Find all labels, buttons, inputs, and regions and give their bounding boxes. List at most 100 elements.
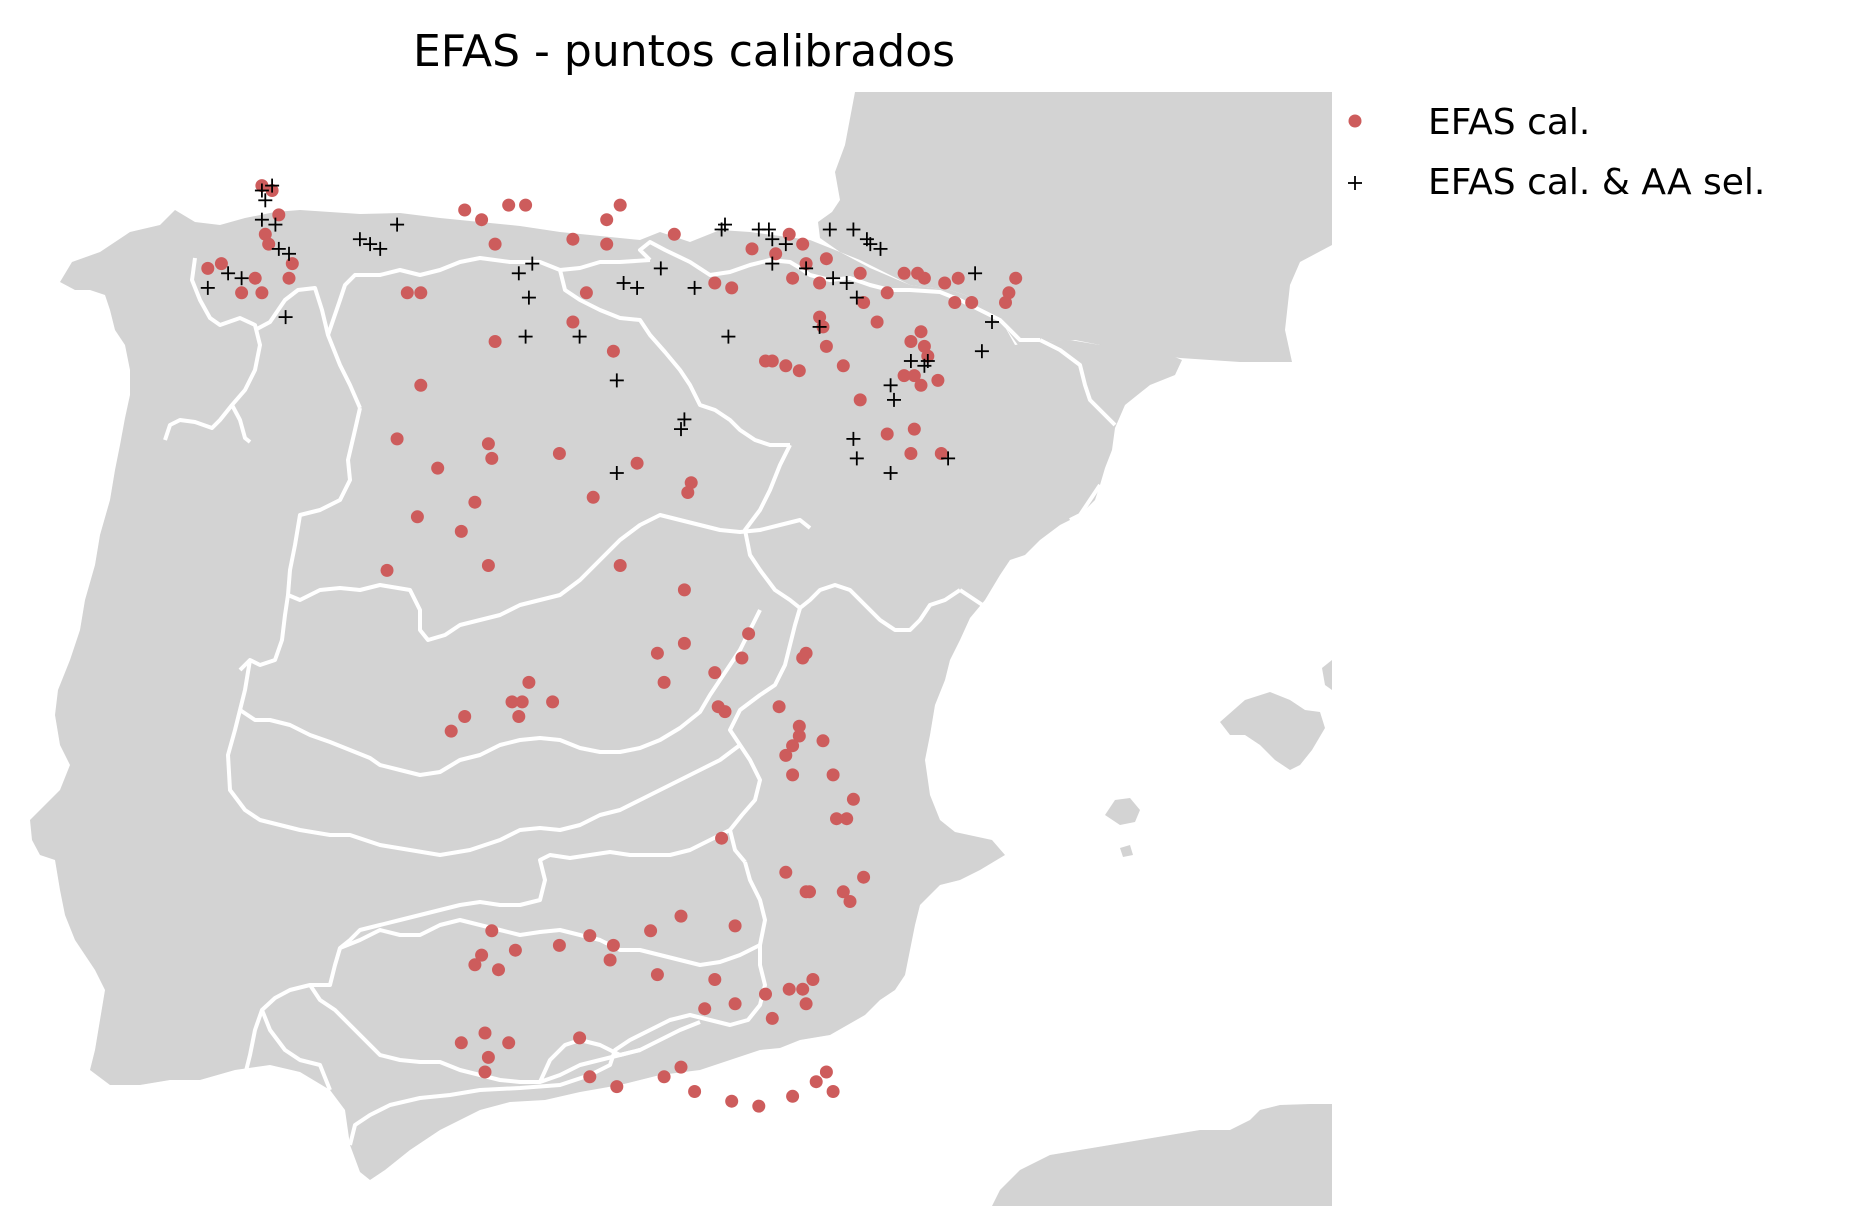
efas-cal-point: [725, 1094, 739, 1108]
efas-cal-point: [566, 315, 580, 329]
efas-sel-point: [609, 466, 624, 480]
efas-cal-point: [792, 719, 806, 733]
efas-cal-point: [650, 968, 664, 982]
efas-cal-point: [769, 247, 783, 261]
efas-cal-point: [512, 710, 526, 723]
efas-cal-point: [897, 266, 911, 280]
efas-cal-point: [779, 359, 793, 373]
efas-sel-point: [525, 256, 540, 271]
efas-cal-point: [782, 227, 796, 241]
efas-sel-point: [390, 217, 405, 232]
efas-cal-point: [728, 919, 742, 933]
efas-cal-point: [285, 257, 299, 271]
efas-cal-point: [857, 870, 871, 884]
efas-cal-point: [735, 651, 749, 665]
efas-cal-point: [840, 812, 854, 826]
efas-cal-point: [681, 486, 695, 499]
legend: EFAS cal. EFAS cal. & AA sel.: [1348, 102, 1765, 203]
efas-cal-point: [552, 447, 566, 460]
efas-cal-point: [431, 461, 445, 475]
efas-cal-point: [650, 646, 664, 660]
efas-cal-point: [796, 982, 810, 996]
efas-cal-point: [522, 675, 536, 689]
efas-sel-point: [630, 280, 645, 295]
efas-cal-point: [857, 296, 871, 309]
efas-cal-point: [843, 895, 857, 908]
efas-cal-point: [481, 559, 495, 572]
efas-cal-point: [667, 227, 681, 241]
efas-cal-point: [677, 636, 691, 650]
efas-cal-point: [282, 271, 296, 285]
efas-sel-point: [352, 232, 367, 247]
efas-cal-point: [830, 812, 843, 826]
efas-cal-point: [799, 997, 813, 1011]
efas-cal-point: [502, 1036, 516, 1050]
efas-cal-point: [853, 266, 867, 280]
efas-sel-point: [765, 232, 780, 247]
efas-sel-point: [968, 266, 983, 281]
efas-cal-point: [657, 1070, 671, 1084]
efas-cal-point: [826, 1085, 840, 1098]
efas-sel-point: [271, 241, 286, 256]
land-mallorca: [1220, 692, 1325, 770]
efas-cal-point: [836, 885, 850, 899]
efas-cal-point: [606, 344, 620, 358]
efas-sel-point: [258, 193, 273, 208]
efas-cal-point: [799, 885, 813, 899]
efas-cal-point: [508, 943, 522, 957]
efas-cal-point: [458, 203, 472, 217]
efas-cal-point: [796, 651, 810, 665]
efas-cal-point: [897, 369, 911, 383]
efas-sel-point: [653, 261, 668, 276]
efas-sel-point: [234, 271, 249, 286]
efas-cal-point: [272, 208, 286, 222]
efas-cal-point: [742, 627, 756, 641]
efas-sel-point: [849, 451, 864, 466]
legend-marker-plus: [1348, 176, 1362, 190]
efas-cal-point: [552, 938, 566, 952]
efas-sel-point: [373, 241, 388, 256]
land-iberia: [30, 210, 1182, 1180]
efas-sel-point: [761, 222, 776, 237]
efas-cal-point: [708, 276, 722, 290]
efas-cal-point: [475, 213, 489, 227]
efas-sel-point: [278, 310, 293, 325]
efas-cal-point: [759, 987, 772, 1001]
efas-cal-point: [610, 1080, 624, 1094]
efas-cal-point: [674, 909, 688, 923]
efas-cal-point: [502, 198, 516, 212]
efas-sel-point: [721, 329, 736, 344]
efas-cal-point: [400, 286, 414, 300]
efas-sel-point: [677, 412, 692, 427]
efas-cal-point: [965, 296, 979, 309]
efas-sel-points: [200, 178, 999, 480]
efas-sel-point: [687, 280, 702, 295]
efas-cal-point: [684, 476, 698, 490]
efas-cal-point: [786, 739, 800, 753]
legend-marker-circle: [1348, 114, 1362, 128]
efas-cal-point: [1009, 271, 1023, 285]
efas-cal-point: [519, 198, 533, 212]
efas-cal-point: [725, 281, 739, 295]
efas-cal-point: [475, 948, 489, 962]
efas-cal-point: [644, 924, 658, 938]
efas-sel-point: [917, 358, 932, 373]
efas-sel-point: [846, 222, 861, 237]
efas-cal-point: [613, 198, 627, 212]
efas-cal-point: [999, 296, 1012, 309]
efas-cal-point: [478, 1026, 492, 1040]
efas-cal-point: [813, 276, 827, 290]
efas-sel-point: [799, 261, 814, 276]
efas-cal-point: [765, 1011, 779, 1025]
efas-sel-point: [221, 266, 236, 281]
efas-cal-point: [458, 710, 472, 723]
efas-cal-point: [951, 271, 965, 285]
efas-sel-point: [883, 378, 898, 393]
efas-sel-point: [822, 222, 837, 237]
efas-cal-point: [485, 924, 499, 938]
efas-sel-point: [254, 212, 269, 227]
efas-sel-point: [609, 373, 624, 388]
efas-sel-point: [941, 451, 956, 466]
efas-cal-point: [826, 768, 840, 782]
